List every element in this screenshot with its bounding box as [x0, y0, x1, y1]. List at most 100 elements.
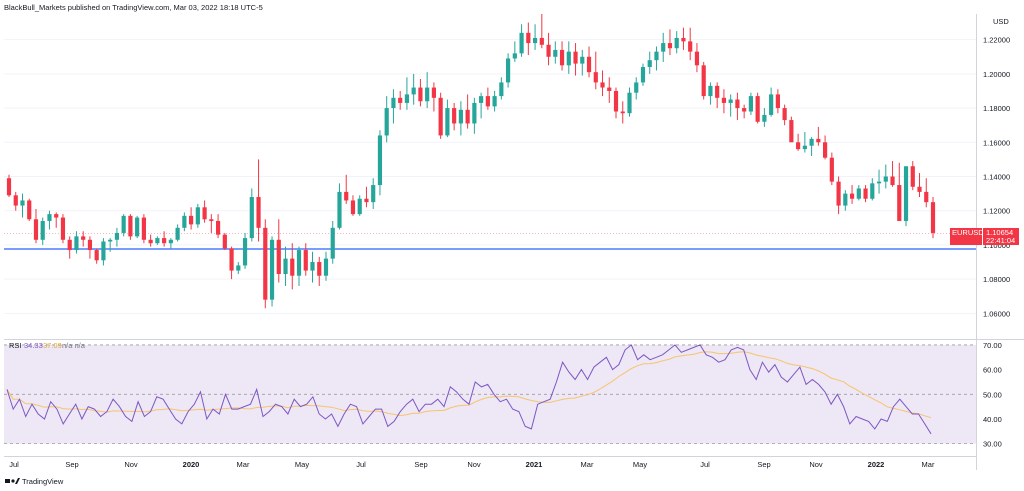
candle-body: [242, 238, 248, 266]
candle: [789, 116, 794, 143]
candle: [856, 185, 861, 201]
candle-body: [121, 215, 126, 233]
candle: [762, 108, 767, 127]
candle-body: [829, 157, 834, 182]
candle: [249, 188, 254, 242]
candle: [283, 246, 288, 286]
candle-body: [809, 138, 814, 146]
candle-body: [870, 183, 875, 199]
candle: [445, 99, 450, 138]
candle: [6, 174, 12, 198]
candle-body: [613, 90, 619, 112]
candle: [701, 61, 706, 100]
candle: [121, 214, 126, 237]
candle-body: [667, 43, 673, 49]
candle-body: [175, 227, 180, 240]
price-tag: EURUSD 1.10654 22:41:04: [950, 228, 1019, 245]
candle-body: [20, 200, 25, 206]
candle-body: [344, 191, 349, 201]
candle: [566, 41, 571, 74]
candle-body: [350, 200, 356, 215]
candle: [715, 82, 720, 109]
candle-body: [499, 82, 504, 97]
candle-body: [930, 202, 936, 233]
candle: [775, 89, 780, 114]
candle: [755, 92, 760, 124]
price-grid: [4, 39, 976, 314]
candle: [802, 132, 807, 153]
candle-body: [640, 67, 646, 83]
time-tick-label: Sep: [414, 460, 427, 469]
candle: [452, 102, 457, 131]
candle: [344, 174, 349, 204]
candle: [195, 203, 200, 228]
candle-body: [404, 94, 410, 103]
candle-body: [647, 60, 652, 68]
candle-body: [256, 197, 261, 228]
rsi-legend-label: RSI: [9, 341, 22, 350]
candle: [215, 214, 221, 239]
candle-body: [452, 108, 457, 124]
candle-body: [60, 217, 66, 240]
candle-body: [539, 37, 544, 45]
candle-body: [573, 51, 578, 64]
candle-body: [263, 227, 268, 300]
candle-body: [465, 109, 470, 124]
candle: [822, 135, 828, 160]
candle-body: [141, 217, 146, 240]
price-tick-label: 1.06000: [983, 309, 1010, 318]
candle-body: [296, 250, 302, 276]
candle: [135, 215, 140, 239]
time-tick-label: Jul: [9, 460, 19, 469]
candle: [67, 236, 72, 259]
candle: [499, 77, 504, 100]
candle-body: [694, 51, 700, 66]
candle: [74, 231, 79, 254]
candle-body: [54, 214, 59, 218]
rsi-legend: RSI 34.33 37.09 n/a n/a: [9, 341, 86, 350]
candle: [357, 195, 362, 216]
candle-body: [229, 248, 234, 271]
candle: [930, 197, 936, 239]
candle: [492, 90, 497, 112]
candle-body: [438, 97, 443, 136]
tradingview-logo-icon: [5, 478, 20, 484]
price-tick-label: 1.18000: [983, 104, 1010, 113]
candle-body: [209, 219, 214, 221]
candle-body: [553, 49, 558, 57]
time-tick-label: Jul: [356, 460, 366, 469]
rsi-legend-value: 34.33: [24, 341, 43, 350]
candle-body: [47, 214, 52, 221]
candle: [20, 193, 25, 218]
candle-body: [330, 227, 335, 259]
candle: [330, 220, 335, 264]
candle: [162, 231, 167, 247]
candle-body: [701, 65, 706, 97]
candle-body: [802, 145, 807, 150]
candle-body: [290, 258, 295, 276]
price-tag-price: 1.10654: [986, 228, 1013, 237]
candle-body: [377, 135, 383, 186]
candle: [870, 178, 875, 201]
candle-body: [748, 96, 753, 112]
candle-body: [782, 108, 787, 121]
candle-body: [425, 87, 430, 102]
rsi-tick-label: 50.00: [983, 390, 1002, 399]
candle-body: [593, 72, 598, 83]
candle-body: [715, 85, 720, 98]
candle-body: [94, 250, 99, 261]
candle: [485, 87, 490, 110]
candle: [33, 209, 39, 244]
candle-body: [654, 51, 659, 61]
candle-body: [532, 37, 538, 44]
candle: [748, 92, 753, 115]
candle: [256, 159, 261, 242]
candle: [836, 176, 841, 215]
tradingview-footer[interactable]: TradingView: [5, 477, 64, 486]
candle: [40, 217, 45, 245]
candle: [883, 164, 888, 189]
candle: [910, 161, 915, 191]
candle: [81, 231, 86, 247]
price-tag-countdown: 22:41:04: [986, 236, 1015, 245]
